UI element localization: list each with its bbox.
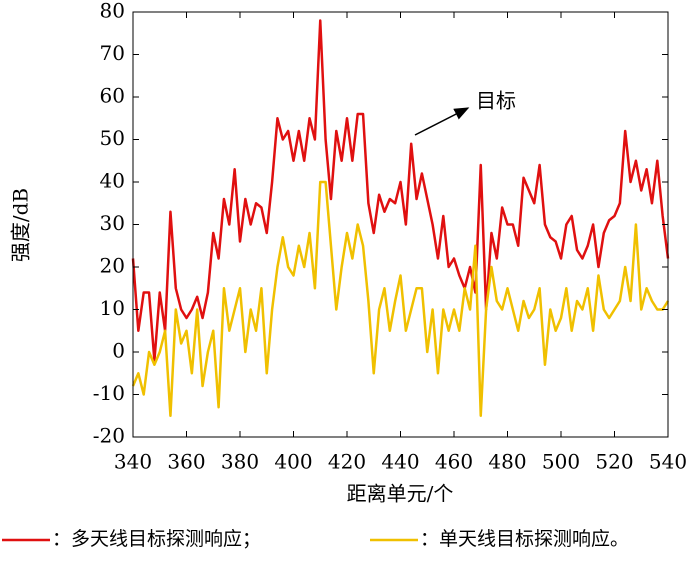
x-tick-label: 520 [595, 450, 633, 474]
x-tick-label: 400 [274, 450, 312, 474]
y-tick-label: -10 [93, 381, 125, 405]
y-tick-label: 70 [100, 41, 125, 65]
y-tick-label: 10 [100, 296, 125, 320]
x-tick-label: 480 [488, 450, 526, 474]
annotation: 目标 [476, 89, 516, 113]
legend-label: ：多天线目标探测响应； [52, 528, 261, 550]
data-line [131, 19, 670, 362]
x-tick-label: 540 [649, 450, 687, 474]
x-tick-label: 380 [221, 450, 259, 474]
plot-frame [132, 11, 669, 438]
y-tick-label: 30 [100, 211, 125, 235]
x-tick-label: 460 [435, 450, 473, 474]
y-tick-label: 60 [100, 84, 125, 108]
x-tick-label: 500 [542, 450, 580, 474]
x-tick-label: 360 [167, 450, 205, 474]
annotation-arrow [414, 107, 470, 136]
y-tick-label: -20 [93, 424, 125, 448]
x-axis-label: 距离单元/个 [347, 482, 454, 506]
data-line [131, 180, 670, 417]
x-tick-label: 440 [381, 450, 419, 474]
y-axis-label: 强度/dB [9, 188, 33, 262]
y-tick-label: 20 [100, 254, 125, 278]
x-tick-label: 420 [328, 450, 366, 474]
y-tick-label: 40 [100, 169, 125, 193]
y-tick-label: 80 [100, 0, 125, 23]
y-tick-label: 50 [100, 126, 125, 150]
y-tick-label: 0 [112, 339, 125, 363]
legend-label: ：单天线目标探测响应。 [420, 528, 629, 550]
x-tick-label: 340 [114, 450, 152, 474]
